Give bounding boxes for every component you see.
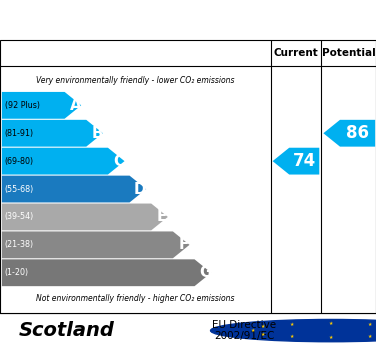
Text: B: B [91, 126, 103, 141]
Text: ★: ★ [290, 334, 294, 339]
Text: EU Directive
2002/91/EC: EU Directive 2002/91/EC [212, 320, 276, 341]
Text: ★: ★ [329, 321, 333, 326]
Text: (69-80): (69-80) [5, 157, 33, 166]
Text: Current: Current [274, 48, 318, 58]
Polygon shape [2, 231, 190, 258]
Text: (1-20): (1-20) [5, 268, 29, 277]
Text: (39-54): (39-54) [5, 212, 34, 221]
Text: Scotland: Scotland [19, 321, 115, 340]
Text: G: G [199, 265, 212, 280]
Polygon shape [2, 92, 81, 119]
Text: (21-38): (21-38) [5, 240, 33, 250]
Text: Potential: Potential [322, 48, 376, 58]
Text: E: E [157, 209, 167, 224]
Text: (81-91): (81-91) [5, 129, 33, 138]
Text: ★: ★ [261, 332, 265, 337]
Circle shape [211, 319, 376, 342]
Text: ★: ★ [261, 324, 265, 330]
Text: C: C [113, 153, 124, 169]
Text: Very environmentally friendly - lower CO₂ emissions: Very environmentally friendly - lower CO… [36, 76, 235, 85]
Polygon shape [2, 148, 124, 175]
Text: ★: ★ [368, 322, 372, 327]
Polygon shape [2, 204, 168, 230]
Text: Not environmentally friendly - higher CO₂ emissions: Not environmentally friendly - higher CO… [36, 294, 235, 303]
Text: Environmental Impact (CO₂) Rating: Environmental Impact (CO₂) Rating [16, 11, 360, 29]
Text: (55-68): (55-68) [5, 184, 34, 193]
Polygon shape [2, 176, 146, 203]
Text: ★: ★ [290, 322, 294, 327]
Polygon shape [323, 120, 375, 147]
Polygon shape [2, 120, 103, 147]
Text: 74: 74 [293, 152, 316, 170]
Polygon shape [2, 259, 211, 286]
Text: ★: ★ [329, 335, 333, 340]
Text: 86: 86 [346, 124, 369, 142]
Text: ★: ★ [250, 328, 255, 333]
Text: ★: ★ [368, 334, 372, 339]
Text: D: D [134, 182, 147, 197]
Polygon shape [273, 148, 319, 175]
Text: F: F [179, 237, 189, 252]
Text: (92 Plus): (92 Plus) [5, 101, 39, 110]
Text: A: A [70, 98, 81, 113]
